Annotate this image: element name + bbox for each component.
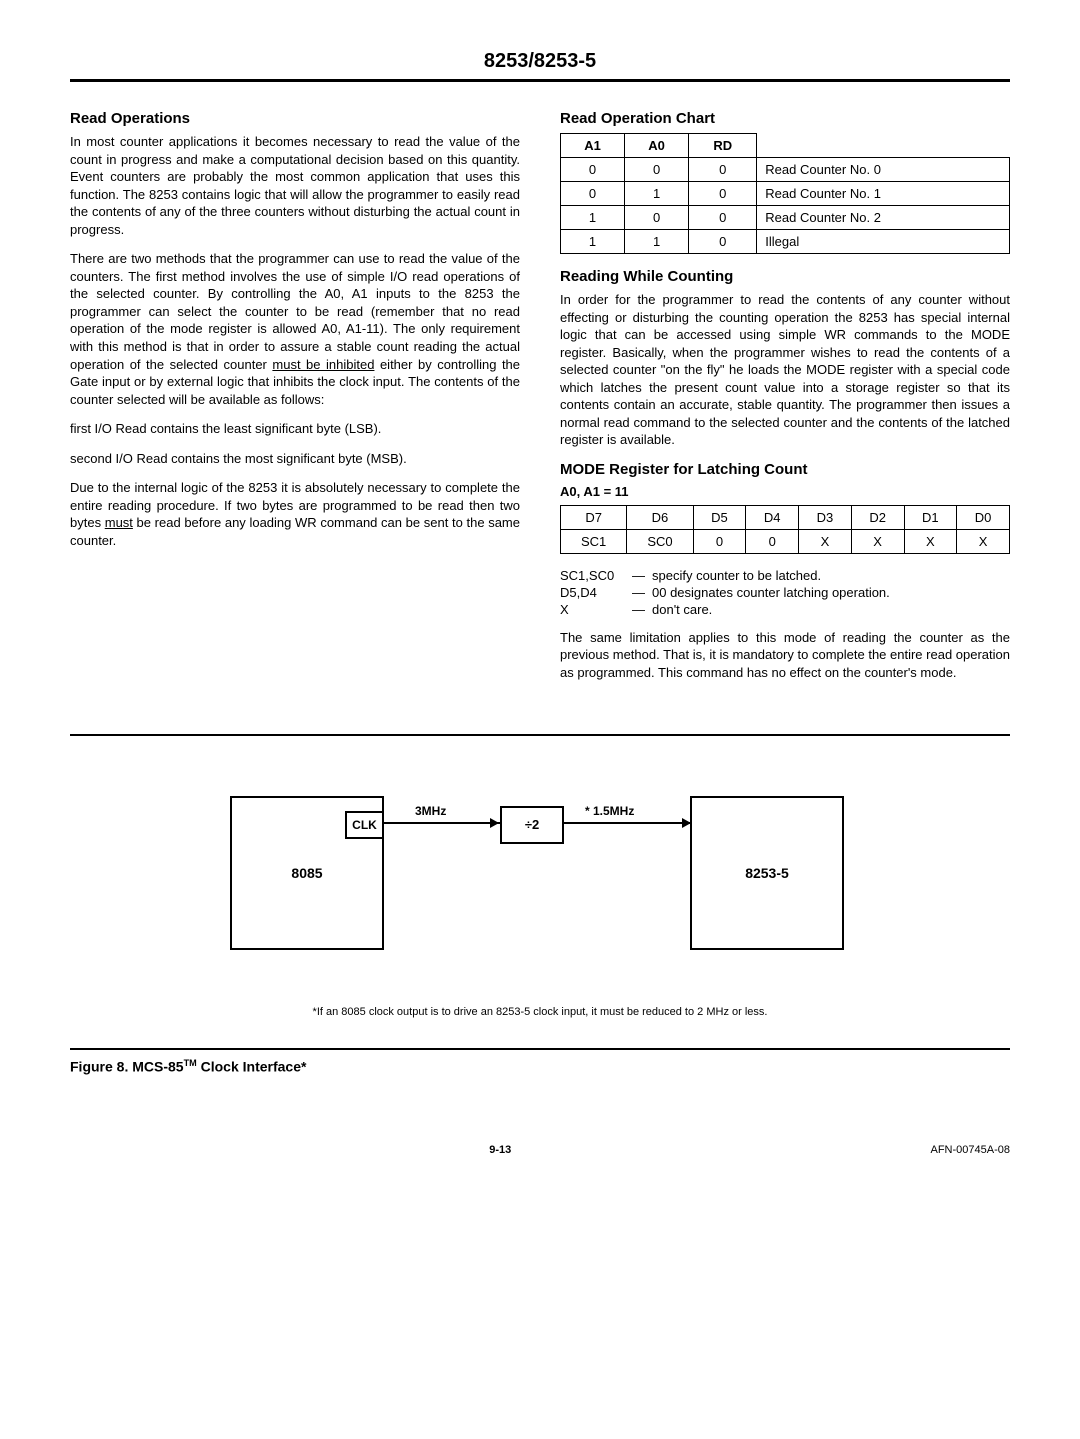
th (757, 134, 1010, 158)
def-row: X—don't care. (560, 602, 1010, 617)
definitions: SC1,SC0—specify counter to be latched. D… (560, 568, 1010, 617)
right-column: Read Operation Chart A1 A0 RD 0 0 0 Read… (560, 110, 1010, 694)
td: X (957, 529, 1010, 553)
table-row: 1 0 0 Read Counter No. 2 (561, 206, 1010, 230)
th: A0 (625, 134, 689, 158)
table-row: D7 D6 D5 D4 D3 D2 D1 D0 (561, 505, 1010, 529)
text: There are two methods that the programme… (70, 251, 520, 371)
read-operation-table: A1 A0 RD 0 0 0 Read Counter No. 0 0 1 0 … (560, 133, 1010, 254)
tm-mark: TM (184, 1058, 197, 1068)
td: D3 (799, 505, 852, 529)
td: Illegal (757, 230, 1010, 254)
td: SC1 (561, 529, 627, 553)
caption-text: Clock Interface* (197, 1058, 307, 1074)
table-row: SC1 SC0 0 0 X X X X (561, 529, 1010, 553)
def-key: X (560, 602, 632, 617)
td: 0 (625, 206, 689, 230)
arrow-icon (490, 818, 499, 828)
paragraph: In order for the programmer to read the … (560, 291, 1010, 449)
wire (382, 822, 500, 824)
td: D1 (904, 505, 957, 529)
paragraph: second I/O Read contains the most signif… (70, 450, 520, 468)
td: 0 (561, 158, 625, 182)
td: D5 (693, 505, 746, 529)
def-key: SC1,SC0 (560, 568, 632, 583)
sub-heading: A0, A1 = 11 (560, 484, 1010, 499)
section-heading: MODE Register for Latching Count (560, 461, 1010, 478)
def-row: D5,D4—00 designates counter latching ope… (560, 585, 1010, 600)
td: X (799, 529, 852, 553)
th: RD (689, 134, 757, 158)
td: D6 (627, 505, 693, 529)
def-val: 00 designates counter latching operation… (652, 585, 890, 600)
table-row: 0 1 0 Read Counter No. 1 (561, 182, 1010, 206)
wire (562, 822, 690, 824)
td: 0 (689, 230, 757, 254)
label-3mhz: 3MHz (415, 804, 446, 818)
td: 0 (561, 182, 625, 206)
section-heading: Read Operations (70, 110, 520, 127)
td: Read Counter No. 0 (757, 158, 1010, 182)
td: D7 (561, 505, 627, 529)
def-val: specify counter to be latched. (652, 568, 821, 583)
page-footer: 9-13 AFN-00745A-08 (70, 1144, 1010, 1156)
section-heading: Reading While Counting (560, 268, 1010, 285)
box-8253-5: 8253-5 (690, 796, 844, 950)
paragraph: There are two methods that the programme… (70, 250, 520, 408)
label-1-5mhz: * 1.5MHz (585, 804, 634, 818)
left-column: Read Operations In most counter applicat… (70, 110, 520, 694)
caption-text: Figure 8. MCS-85 (70, 1058, 184, 1074)
td: D2 (851, 505, 904, 529)
td: 0 (625, 158, 689, 182)
clk-port-left: CLK (345, 811, 384, 839)
figure-section: 8085 CLK 3MHz ÷2 * 1.5MHz CLK 8253-5 *If… (70, 734, 1010, 1075)
td: 0 (689, 158, 757, 182)
two-column-layout: Read Operations In most counter applicat… (70, 110, 1010, 694)
figure-footnote: *If an 8085 clock output is to drive an … (70, 1006, 1010, 1018)
def-sep: — (632, 585, 652, 600)
td: 1 (561, 206, 625, 230)
td: X (904, 529, 957, 553)
paragraph: first I/O Read contains the least signif… (70, 420, 520, 438)
figure-caption: Figure 8. MCS-85TM Clock Interface* (70, 1048, 1010, 1075)
td: 0 (689, 182, 757, 206)
section-heading: Read Operation Chart (560, 110, 1010, 127)
td: Read Counter No. 2 (757, 206, 1010, 230)
text: be read before any loading WR command ca… (70, 515, 520, 548)
box-divider: ÷2 (500, 806, 564, 844)
afn-code: AFN-00745A-08 (931, 1144, 1011, 1156)
figure-diagram: 8085 CLK 3MHz ÷2 * 1.5MHz CLK 8253-5 (190, 776, 890, 976)
td: X (851, 529, 904, 553)
table-row: 1 1 0 Illegal (561, 230, 1010, 254)
td: 0 (693, 529, 746, 553)
td: D0 (957, 505, 1010, 529)
table-row: A1 A0 RD (561, 134, 1010, 158)
th: A1 (561, 134, 625, 158)
paragraph: In most counter applications it becomes … (70, 133, 520, 238)
def-val: don't care. (652, 602, 712, 617)
def-key: D5,D4 (560, 585, 632, 600)
page-number: 9-13 (70, 1144, 931, 1156)
td: 1 (561, 230, 625, 254)
td: 0 (689, 206, 757, 230)
td: Read Counter No. 1 (757, 182, 1010, 206)
paragraph: The same limitation applies to this mode… (560, 629, 1010, 682)
def-row: SC1,SC0—specify counter to be latched. (560, 568, 1010, 583)
def-sep: — (632, 568, 652, 583)
page-title: 8253/8253-5 (70, 50, 1010, 82)
paragraph: Due to the internal logic of the 8253 it… (70, 479, 520, 549)
underlined-text: must be inhibited (272, 357, 374, 372)
td: D4 (746, 505, 799, 529)
underlined-text: must (105, 515, 133, 530)
mode-register-table: D7 D6 D5 D4 D3 D2 D1 D0 SC1 SC0 0 0 X X … (560, 505, 1010, 554)
table-row: 0 0 0 Read Counter No. 0 (561, 158, 1010, 182)
def-sep: — (632, 602, 652, 617)
td: 0 (746, 529, 799, 553)
td: SC0 (627, 529, 693, 553)
td: 1 (625, 230, 689, 254)
td: 1 (625, 182, 689, 206)
